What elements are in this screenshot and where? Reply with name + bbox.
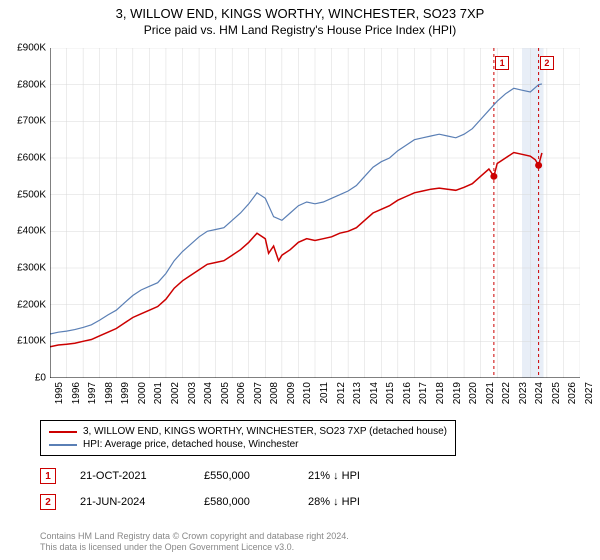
x-tick-label: 2019	[452, 382, 463, 404]
x-tick-label: 2009	[286, 382, 297, 404]
legend-item: 3, WILLOW END, KINGS WORTHY, WINCHESTER,…	[49, 425, 447, 438]
transaction-row-1: 1 21-OCT-2021 £550,000 21% ↓ HPI	[40, 468, 360, 484]
y-tick-label: £500K	[17, 189, 46, 200]
x-tick-label: 2027	[584, 382, 595, 404]
x-tick-label: 1997	[87, 382, 98, 404]
x-tick-label: 2026	[567, 382, 578, 404]
x-tick-label: 2012	[336, 382, 347, 404]
transaction-marker-2: 2	[40, 494, 56, 510]
x-tick-label: 2001	[153, 382, 164, 404]
x-tick-label: 2007	[253, 382, 264, 404]
transaction-marker-1: 1	[40, 468, 56, 484]
chart-marker-box: 1	[495, 56, 509, 70]
footer-line-1: Contains HM Land Registry data © Crown c…	[40, 531, 349, 543]
y-tick-label: £900K	[17, 43, 46, 54]
legend-box: 3, WILLOW END, KINGS WORTHY, WINCHESTER,…	[40, 420, 456, 456]
x-tick-label: 2013	[352, 382, 363, 404]
transaction-delta-2: 28% ↓ HPI	[308, 496, 360, 508]
y-tick-label: £800K	[17, 79, 46, 90]
footer-line-2: This data is licensed under the Open Gov…	[40, 542, 349, 554]
x-tick-label: 2022	[501, 382, 512, 404]
x-tick-label: 2004	[203, 382, 214, 404]
x-tick-label: 2008	[269, 382, 280, 404]
x-tick-label: 1995	[54, 382, 65, 404]
x-tick-label: 2017	[418, 382, 429, 404]
y-tick-label: £0	[35, 373, 46, 384]
x-tick-label: 2006	[236, 382, 247, 404]
x-tick-label: 2016	[402, 382, 413, 404]
transaction-delta-1: 21% ↓ HPI	[308, 470, 360, 482]
transaction-price-2: £580,000	[204, 496, 284, 508]
transaction-date-1: 21-OCT-2021	[80, 470, 180, 482]
chart-subtitle: Price paid vs. HM Land Registry's House …	[0, 21, 600, 37]
x-tick-label: 2025	[551, 382, 562, 404]
x-tick-label: 2021	[485, 382, 496, 404]
transaction-price-1: £550,000	[204, 470, 284, 482]
legend-label: 3, WILLOW END, KINGS WORTHY, WINCHESTER,…	[83, 426, 447, 437]
x-tick-label: 2003	[187, 382, 198, 404]
legend-label: HPI: Average price, detached house, Winc…	[83, 439, 299, 450]
chart-container: 3, WILLOW END, KINGS WORTHY, WINCHESTER,…	[0, 0, 600, 560]
chart-title: 3, WILLOW END, KINGS WORTHY, WINCHESTER,…	[0, 0, 600, 21]
x-tick-label: 2015	[385, 382, 396, 404]
x-tick-label: 2020	[468, 382, 479, 404]
transaction-row-2: 2 21-JUN-2024 £580,000 28% ↓ HPI	[40, 494, 360, 510]
legend-swatch	[49, 444, 77, 446]
x-tick-label: 1996	[71, 382, 82, 404]
legend-swatch	[49, 431, 77, 433]
x-tick-label: 2002	[170, 382, 181, 404]
transaction-date-2: 21-JUN-2024	[80, 496, 180, 508]
chart-area: £0£100K£200K£300K£400K£500K£600K£700K£80…	[50, 48, 580, 378]
x-tick-label: 2011	[319, 382, 330, 404]
x-tick-label: 2018	[435, 382, 446, 404]
y-tick-label: £700K	[17, 116, 46, 127]
legend-item: HPI: Average price, detached house, Winc…	[49, 438, 447, 451]
x-tick-label: 2014	[369, 382, 380, 404]
x-tick-label: 2023	[518, 382, 529, 404]
y-tick-label: £100K	[17, 336, 46, 347]
chart-svg	[50, 48, 580, 378]
y-tick-label: £300K	[17, 263, 46, 274]
y-tick-label: £600K	[17, 153, 46, 164]
x-tick-label: 1998	[104, 382, 115, 404]
x-tick-label: 2005	[220, 382, 231, 404]
footer-attribution: Contains HM Land Registry data © Crown c…	[40, 531, 349, 554]
x-tick-label: 1999	[120, 382, 131, 404]
y-tick-label: £200K	[17, 299, 46, 310]
x-tick-label: 2000	[137, 382, 148, 404]
x-tick-label: 2010	[302, 382, 313, 404]
chart-marker-box: 2	[540, 56, 554, 70]
x-tick-label: 2024	[534, 382, 545, 404]
y-tick-label: £400K	[17, 226, 46, 237]
